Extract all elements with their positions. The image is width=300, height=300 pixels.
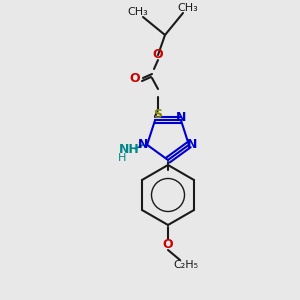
Text: N: N (176, 111, 186, 124)
Text: N: N (138, 138, 148, 151)
Text: C₂H₅: C₂H₅ (173, 260, 199, 270)
Text: NH: NH (119, 143, 140, 156)
Text: N: N (187, 138, 197, 151)
Text: O: O (153, 49, 163, 62)
Text: CH₃: CH₃ (178, 3, 198, 13)
Text: CH₃: CH₃ (128, 7, 148, 17)
Text: O: O (163, 238, 173, 251)
Text: O: O (130, 71, 140, 85)
Text: H: H (118, 153, 126, 163)
Text: S: S (154, 107, 163, 121)
